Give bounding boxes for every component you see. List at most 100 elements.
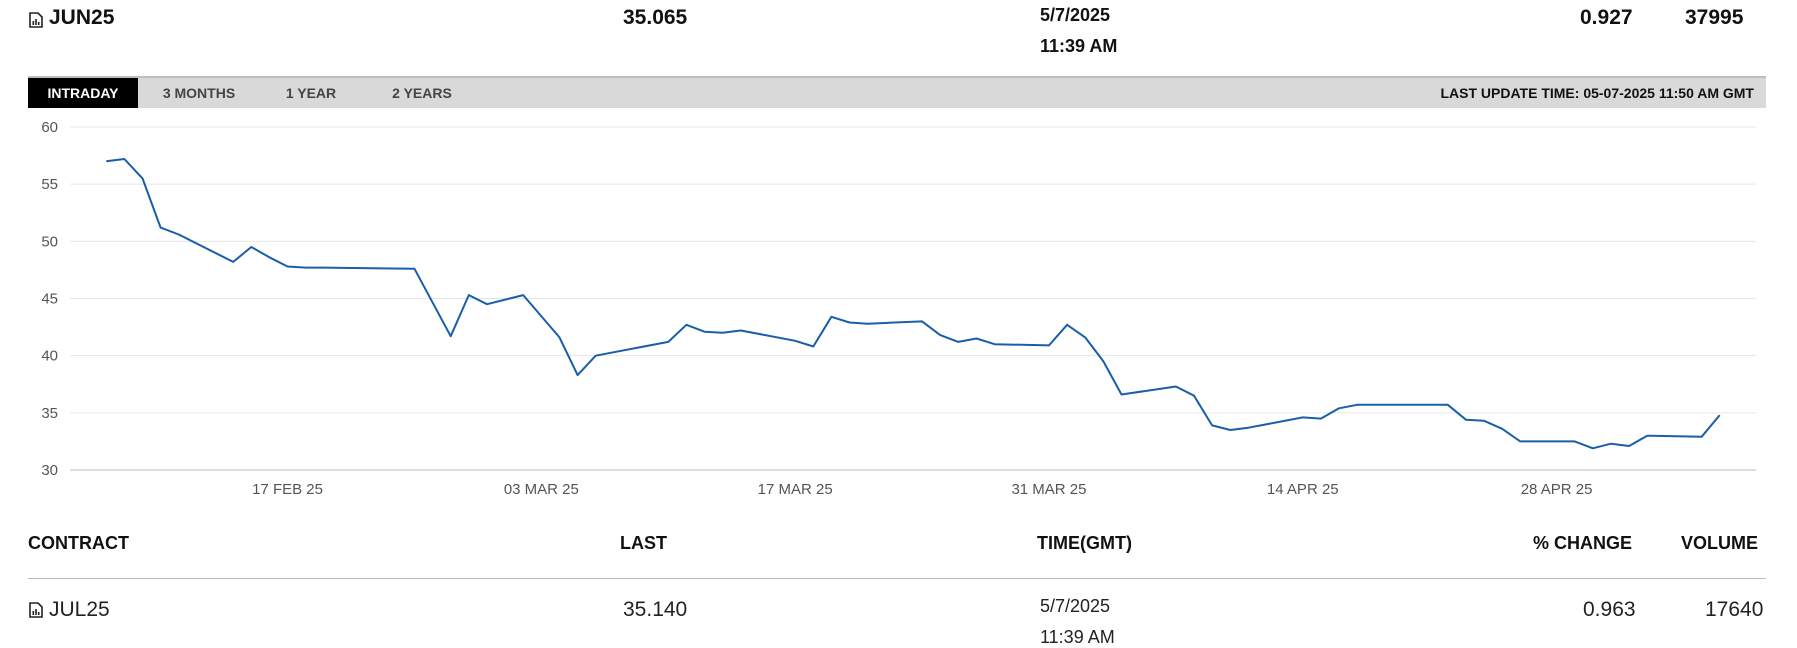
data-point[interactable] [920,319,925,324]
data-point[interactable] [1717,413,1722,418]
data-point[interactable] [1337,406,1342,411]
series-layer [104,157,1722,451]
data-point[interactable] [1355,402,1360,407]
data-point[interactable] [557,335,562,340]
data-point[interactable] [720,330,725,335]
data-point[interactable] [158,225,163,230]
data-point[interactable] [1572,439,1577,444]
trade-time: 11:39 AM [1040,36,1118,56]
data-point[interactable] [448,334,453,339]
x-tick-label: 14 APR 25 [1267,481,1339,498]
data-point[interactable] [1192,393,1197,398]
contract-label: JUN25 [49,6,115,29]
col-header-volume: VOLUME [1681,533,1759,553]
data-point[interactable] [1608,441,1613,446]
data-point[interactable] [1246,425,1251,430]
row-time: 11:39 AM [1040,627,1115,647]
data-point[interactable] [104,159,109,164]
data-point[interactable] [1083,335,1088,340]
y-tick-label: 40 [41,348,58,365]
y-tick-label: 35 [41,405,58,422]
volume: 37995 [1685,6,1744,29]
table-divider [28,578,1766,579]
row-volume: 17640 [1705,598,1764,621]
data-point[interactable] [285,264,290,269]
data-point[interactable] [267,255,272,260]
data-point[interactable] [321,265,326,270]
data-point[interactable] [1119,392,1124,397]
x-tick-label: 17 FEB 25 [252,481,323,498]
y-tick-label: 30 [41,462,58,479]
data-point[interactable] [811,344,816,349]
data-point[interactable] [865,321,870,326]
contract-name[interactable]: JUN25 [29,6,114,30]
data-point[interactable] [1482,418,1487,423]
data-point[interactable] [1518,439,1523,444]
chart-grid [70,126,1756,471]
data-point[interactable] [1627,443,1632,448]
trade-date: 5/7/2025 [1040,5,1111,25]
col-header-time: TIME(GMT) [1037,533,1132,553]
chart-document-icon [29,10,43,28]
x-axis: 17 FEB 25 03 MAR 25 17 MAR 25 31 MAR 25 14 A… [252,481,1592,498]
data-point[interactable] [1228,427,1233,432]
data-point[interactable] [575,373,580,378]
data-point[interactable] [956,339,961,344]
y-axis: 60 55 50 45 40 35 30 [41,119,58,479]
data-point[interactable] [938,333,943,338]
data-point[interactable] [829,314,834,319]
tab-3-months[interactable]: 3 MONTHS [162,85,236,101]
table-row-contract[interactable]: JUL25 [29,598,110,622]
data-point[interactable] [122,157,127,162]
tab-intraday[interactable]: INTRADAY [28,78,138,108]
data-point[interactable] [793,338,798,343]
data-point[interactable] [484,302,489,307]
data-point[interactable] [1046,343,1051,348]
tab-1-year[interactable]: 1 YEAR [285,85,337,101]
price-series-line [106,158,1721,450]
data-point[interactable] [140,176,145,181]
last-update-time: LAST UPDATE TIME: 05-07-2025 11:50 AM GM… [1440,85,1754,101]
data-point[interactable] [303,265,308,270]
data-point[interactable] [1300,415,1305,420]
range-tab-bar: INTRADAY 3 MONTHS 1 YEAR 2 YEARS LAST UP… [28,76,1766,108]
x-tick-label: 28 APR 25 [1521,481,1593,498]
data-point[interactable] [176,232,181,237]
data-point[interactable] [1210,423,1215,428]
data-point[interactable] [974,336,979,341]
data-point[interactable] [847,320,852,325]
data-point[interactable] [1699,434,1704,439]
data-point[interactable] [412,266,417,271]
data-point[interactable] [593,353,598,358]
tab-2-years[interactable]: 2 YEARS [392,85,452,101]
col-header-change: % CHANGE [1533,533,1633,553]
y-tick-label: 50 [41,233,58,250]
data-point[interactable] [231,259,236,264]
data-point[interactable] [249,245,254,250]
data-point[interactable] [1101,359,1106,364]
data-point[interactable] [1065,322,1070,327]
price-line-chart: 60 55 50 45 40 35 30 17 FEB 25 03 MAR 25 17 MAR … [41,119,1756,498]
data-point[interactable] [1463,417,1468,422]
data-point[interactable] [466,293,471,298]
data-point[interactable] [684,322,689,327]
data-point[interactable] [992,342,997,347]
data-point[interactable] [738,328,743,333]
data-point[interactable] [1445,402,1450,407]
data-point[interactable] [666,339,671,344]
data-point[interactable] [521,293,526,298]
data-point[interactable] [1590,446,1595,451]
data-point[interactable] [1173,384,1178,389]
data-point[interactable] [1318,416,1323,421]
col-header-last: LAST [620,533,667,553]
last-price: 35.065 [623,6,688,29]
row-contract-label: JUL25 [49,598,110,621]
x-tick-label: 03 MAR 25 [504,481,579,498]
data-point[interactable] [1645,433,1650,438]
data-point[interactable] [1500,426,1505,431]
chart-document-icon [29,602,43,618]
data-point[interactable] [611,350,616,355]
data-point[interactable] [702,329,707,334]
y-tick-label: 45 [41,291,58,308]
x-tick-label: 31 MAR 25 [1011,481,1086,498]
